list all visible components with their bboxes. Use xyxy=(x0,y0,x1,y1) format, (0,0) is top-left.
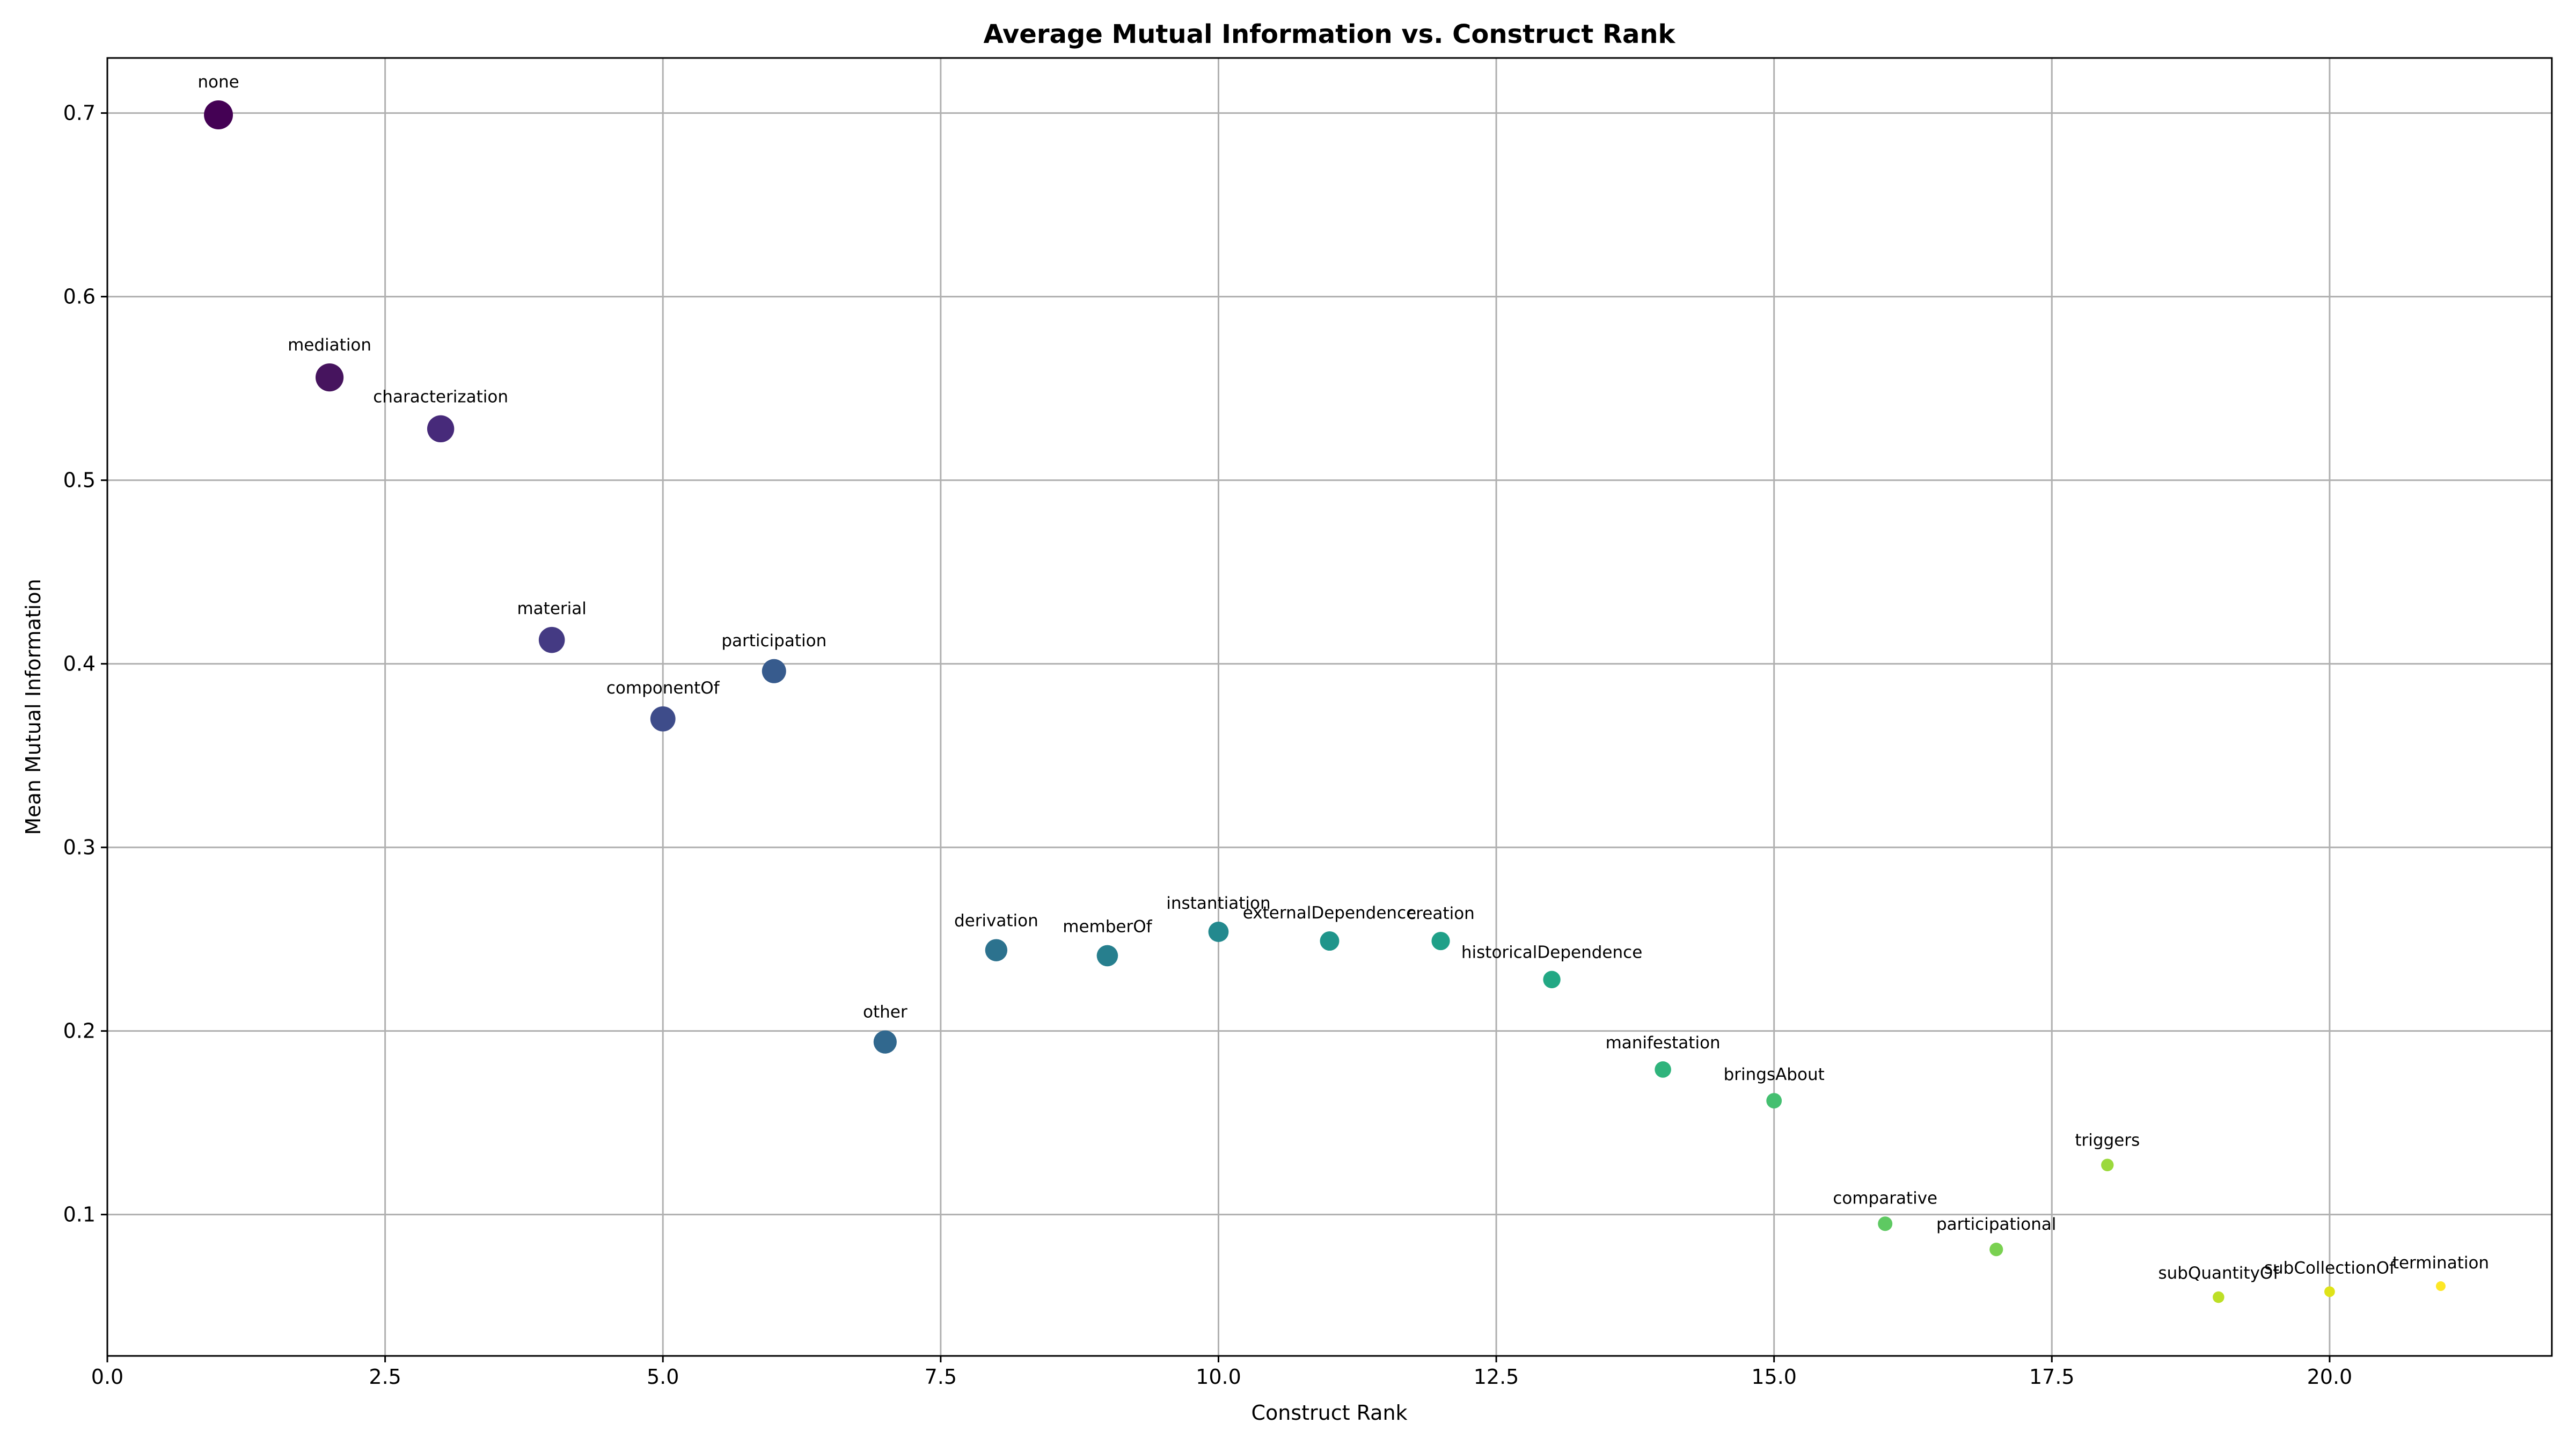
data-point-material xyxy=(538,626,565,653)
y-tick-label: 0.3 xyxy=(63,836,96,859)
data-point-none xyxy=(204,100,233,130)
y-tick-label: 0.5 xyxy=(63,469,96,492)
x-tick-label: 10.0 xyxy=(1196,1365,1241,1389)
data-point-participational xyxy=(1989,1243,2003,1257)
grid xyxy=(106,58,2552,1356)
point-label-instantiation: instantiation xyxy=(1166,894,1270,913)
data-point-manifestation xyxy=(1655,1061,1671,1078)
y-tick-label: 0.1 xyxy=(63,1203,96,1227)
data-point-externalDependence xyxy=(1320,931,1340,951)
data-point-triggers xyxy=(2101,1158,2114,1172)
point-labels: none mediation characterization material com… xyxy=(197,72,2489,1283)
point-label-participation: participation xyxy=(721,631,826,651)
data-point-termination xyxy=(2435,1281,2446,1292)
data-point-subCollectionOf xyxy=(2324,1286,2335,1297)
point-label-externalDependence: externalDependence xyxy=(1243,903,1416,923)
data-point-comparative xyxy=(1878,1216,1893,1231)
data-point-other xyxy=(873,1030,897,1054)
y-tick-label: 0.2 xyxy=(63,1019,96,1043)
x-tick-label: 17.5 xyxy=(2029,1365,2075,1389)
data-point-characterization xyxy=(427,415,455,443)
data-points xyxy=(204,100,2446,1303)
x-tick-label: 20.0 xyxy=(2307,1365,2353,1389)
point-label-manifestation: manifestation xyxy=(1606,1033,1721,1053)
point-label-triggers: triggers xyxy=(2075,1131,2140,1150)
point-label-characterization: characterization xyxy=(373,388,508,407)
data-point-derivation xyxy=(985,939,1008,961)
point-label-bringsAbout: bringsAbout xyxy=(1724,1065,1825,1084)
chart-title: Average Mutual Information vs. Construct… xyxy=(984,19,1676,49)
point-label-memberOf: memberOf xyxy=(1063,917,1152,937)
plot-frame xyxy=(106,57,2553,1357)
point-label-componentOf: componentOf xyxy=(606,678,720,698)
point-label-mediation: mediation xyxy=(288,335,371,355)
data-point-creation xyxy=(1431,931,1450,951)
data-point-subQuantityOf xyxy=(2213,1291,2224,1303)
point-label-material: material xyxy=(517,599,586,618)
data-point-componentOf xyxy=(650,706,676,732)
x-tick-label: 7.5 xyxy=(925,1365,957,1389)
point-label-derivation: derivation xyxy=(954,911,1038,930)
x-tick-label: 5.0 xyxy=(647,1365,679,1389)
data-point-bringsAbout xyxy=(1766,1093,1782,1109)
data-point-historicalDependence xyxy=(1543,971,1561,989)
x-tick-label: 12.5 xyxy=(1474,1365,1519,1389)
data-point-memberOf xyxy=(1096,945,1118,967)
y-tick-label: 0.6 xyxy=(63,285,96,309)
x-axis-label: Construct Rank xyxy=(1251,1401,1407,1425)
y-tick-label: 0.4 xyxy=(63,652,96,676)
point-label-other: other xyxy=(863,1003,908,1022)
y-axis-label: Mean Mutual Information xyxy=(21,579,45,835)
point-label-subCollectionOf: subCollectionOf xyxy=(2264,1258,2396,1278)
point-label-historicalDependence: historicalDependence xyxy=(1461,943,1642,962)
point-label-comparative: comparative xyxy=(1833,1188,1937,1208)
x-tick-label: 0.0 xyxy=(91,1365,123,1389)
data-point-participation xyxy=(762,659,786,683)
axis-ticks: 0.0 2.5 5.0 7.5 10.0 12.5 15.0 17.5 20.0 0.1 0.2 0.… xyxy=(63,101,2353,1389)
data-point-mediation xyxy=(315,363,344,392)
point-label-termination: termination xyxy=(2392,1253,2489,1273)
x-tick-label: 15.0 xyxy=(1751,1365,1797,1389)
y-tick-label: 0.7 xyxy=(63,101,96,125)
data-point-instantiation xyxy=(1208,922,1229,942)
point-label-none: none xyxy=(197,72,239,92)
point-label-subQuantityOf: subQuantityOf xyxy=(2158,1264,2279,1283)
x-tick-label: 2.5 xyxy=(369,1365,401,1389)
point-label-participational: participational xyxy=(1936,1215,2057,1234)
point-label-creation: creation xyxy=(1407,904,1475,923)
